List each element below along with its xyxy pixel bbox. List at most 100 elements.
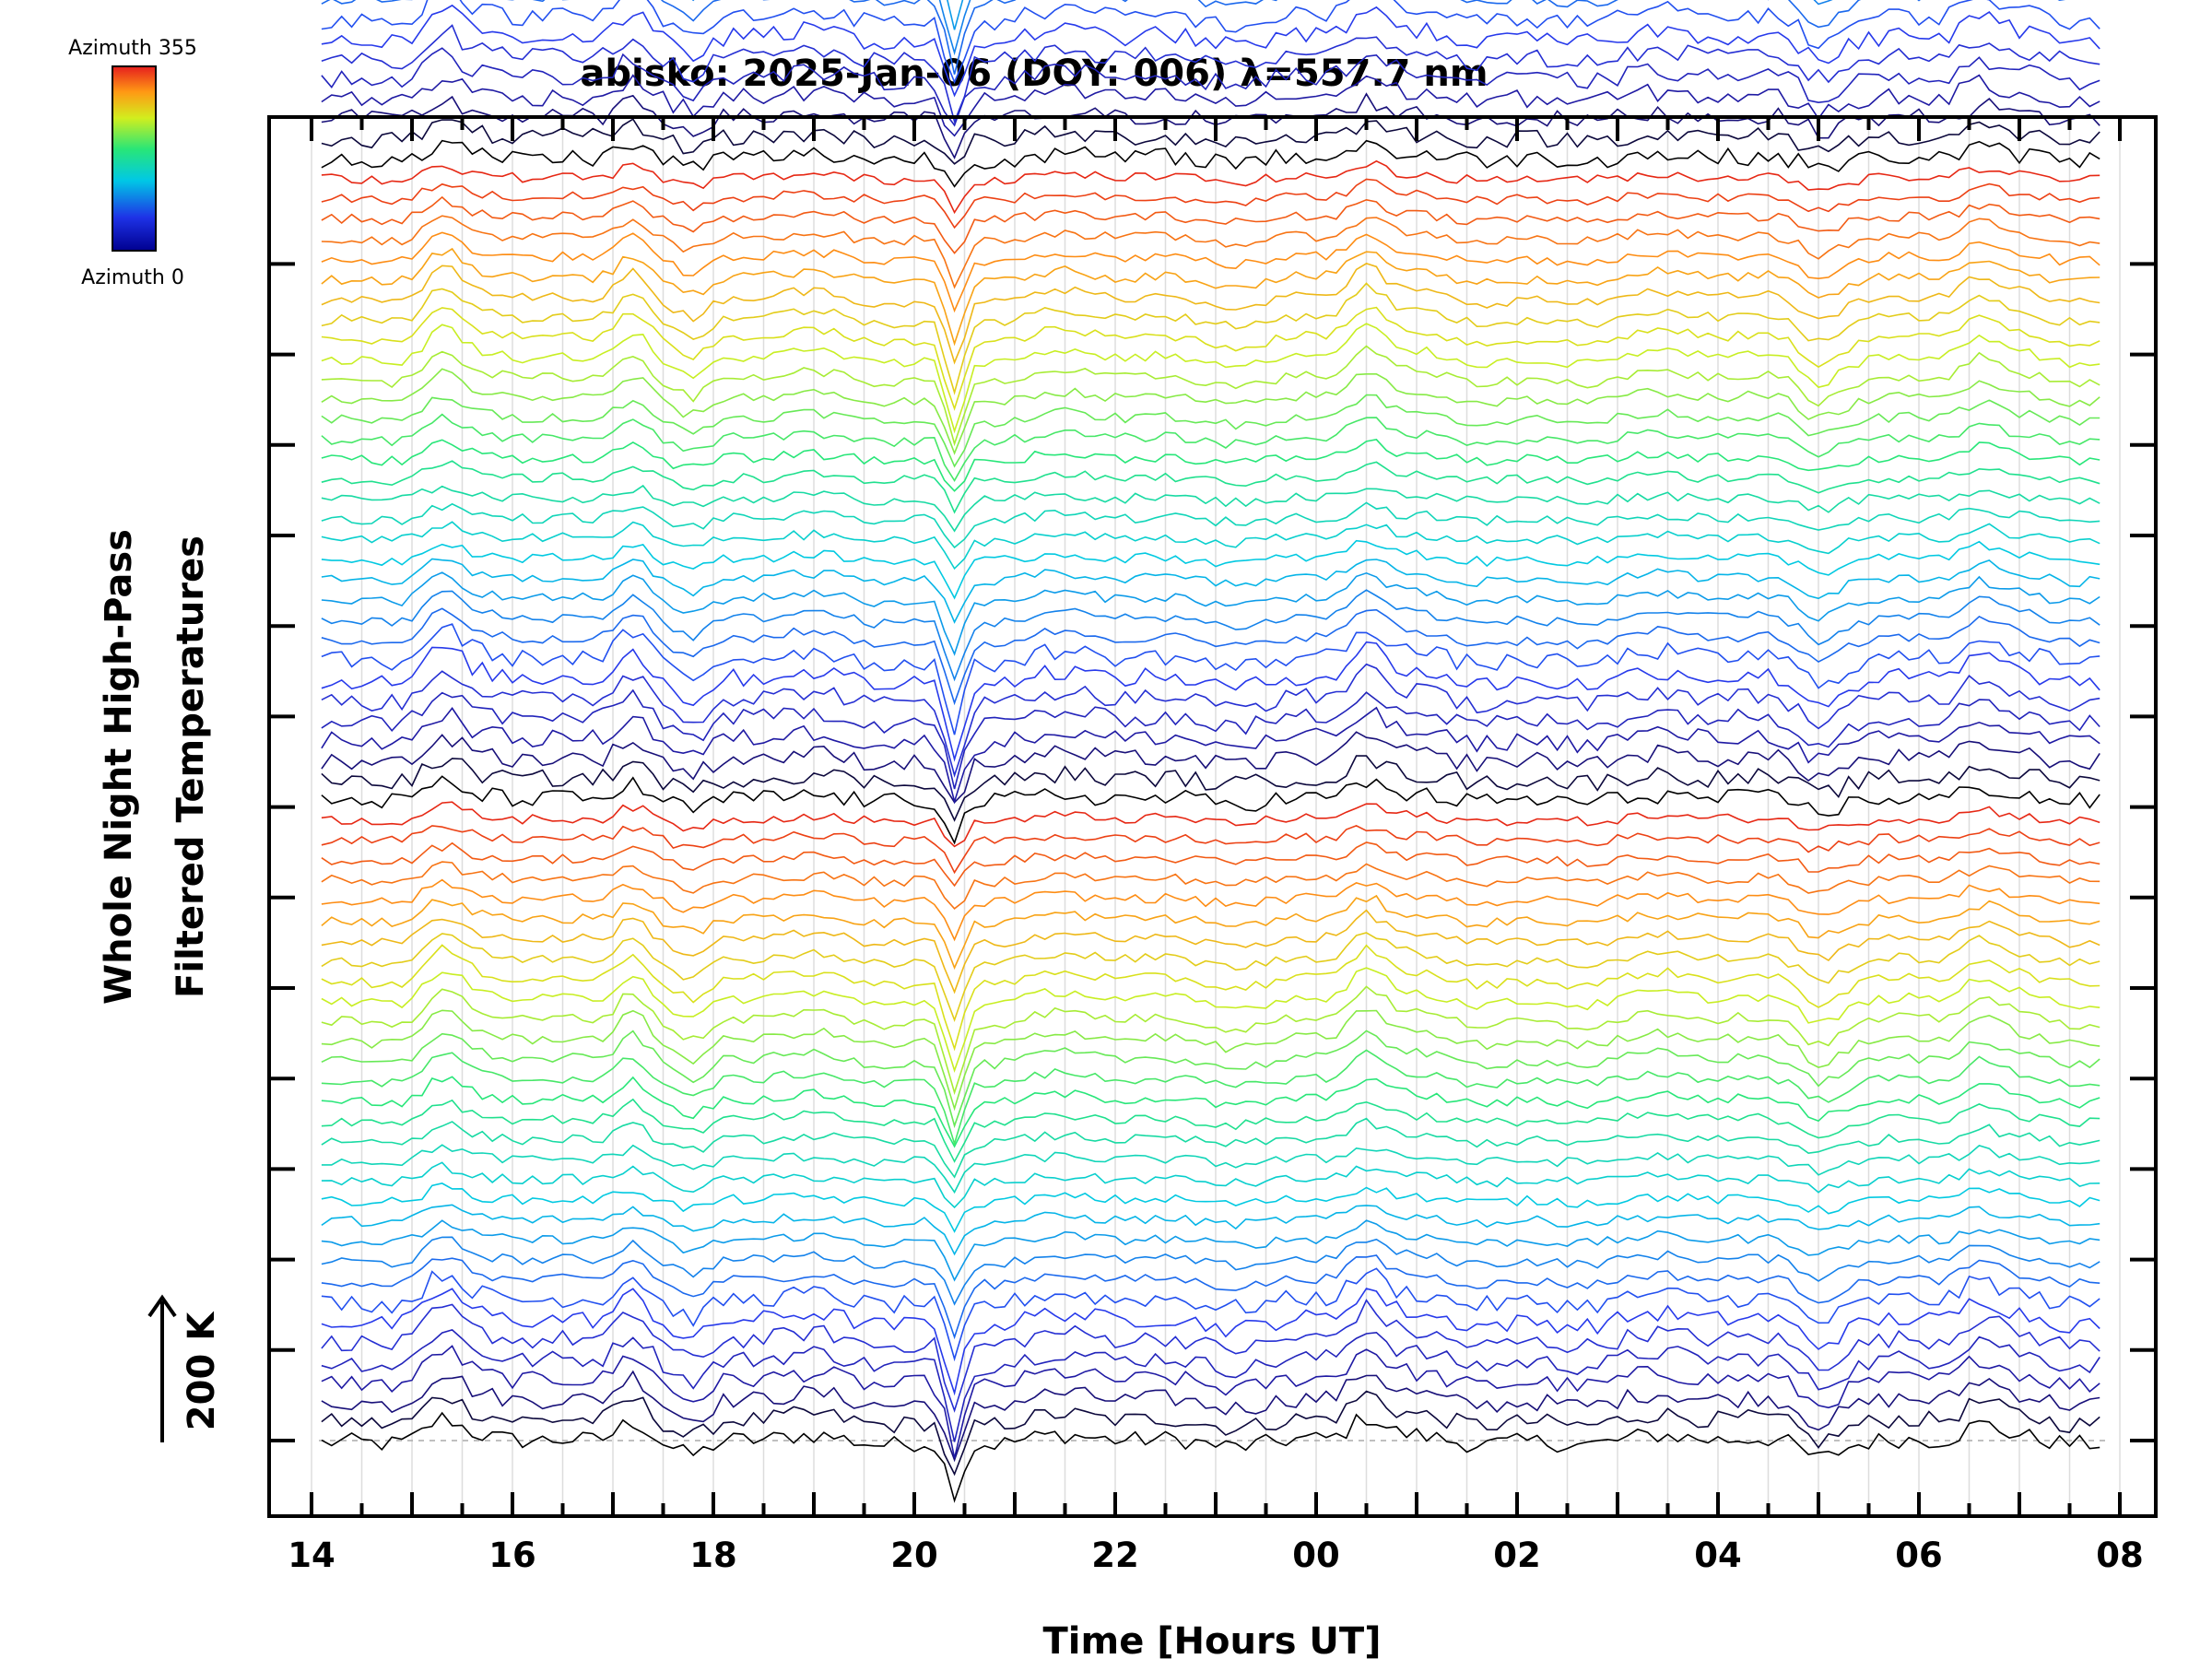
series-line — [321, 755, 2100, 822]
series-line — [321, 558, 2100, 624]
series-line — [321, 1161, 2100, 1209]
series-line — [321, 263, 2100, 365]
x-tick-label: 06 — [1895, 1535, 1943, 1575]
series-line — [321, 178, 2100, 229]
series-line — [321, 323, 2100, 434]
series-line — [321, 247, 2100, 347]
series-line — [321, 1411, 2100, 1503]
series-line — [321, 1076, 2100, 1148]
series-line — [321, 607, 2100, 706]
x-tick-labels: 14 16 18 20 22 00 02 04 06 08 — [288, 1535, 2144, 1575]
series-line — [321, 894, 2100, 971]
series-line — [321, 1267, 2100, 1362]
series-line — [321, 841, 2100, 888]
series-line — [321, 74, 2100, 137]
colorbar-top-label: Azimuth 355 — [68, 37, 197, 60]
scale-bar-arrow-head — [147, 1294, 177, 1318]
series-line — [321, 1098, 2100, 1163]
series-line — [321, 878, 2100, 942]
series-line — [321, 1254, 2100, 1340]
series-line — [321, 623, 2100, 735]
x-tick-label: 00 — [1292, 1535, 1340, 1575]
series-line — [321, 1144, 2100, 1194]
series-line — [321, 24, 2100, 124]
series-line — [321, 501, 2100, 549]
series-line — [321, 944, 2100, 1052]
series-line — [321, 282, 2100, 395]
series-line — [321, 1049, 2100, 1147]
series-line — [321, 985, 2100, 1096]
x-tick-label: 18 — [689, 1535, 737, 1575]
series-line — [321, 539, 2100, 600]
series-line — [321, 1299, 2100, 1413]
series-line — [321, 1390, 2100, 1477]
series-line — [321, 460, 2100, 514]
series-line — [321, 861, 2100, 910]
series-line — [321, 571, 2100, 656]
series-line — [321, 439, 2100, 492]
series-line — [321, 159, 2100, 215]
series-line — [321, 706, 2100, 805]
series-line — [321, 118, 2100, 165]
series-line — [321, 215, 2100, 289]
series-line — [321, 1117, 2100, 1179]
colorbar-gradient — [112, 65, 157, 252]
series-line — [321, 4, 2100, 98]
series-line — [321, 195, 2100, 254]
series-line — [321, 139, 2100, 188]
series-line — [321, 1009, 2100, 1112]
x-tick-label: 02 — [1493, 1535, 1541, 1575]
series-line — [321, 967, 2100, 1073]
chart-title: abisko: 2025-Jan-06 (DOY: 006) λ=557.7 n… — [580, 53, 1488, 95]
colorbar: Azimuth 355 Azimuth 0 — [68, 37, 197, 289]
x-tick-label: 16 — [488, 1535, 536, 1575]
series-line — [321, 641, 2100, 762]
series-line — [321, 484, 2100, 533]
x-tick-label: 08 — [2096, 1535, 2144, 1575]
series-line — [321, 394, 2100, 468]
x-tick-label: 22 — [1091, 1535, 1139, 1575]
series-line — [321, 663, 2100, 778]
series-line — [321, 801, 2100, 848]
series-line — [321, 47, 2100, 127]
series-line — [321, 1182, 2100, 1233]
series-line — [321, 345, 2100, 447]
series-line — [321, 231, 2100, 313]
series-line — [321, 1345, 2100, 1459]
series-line — [321, 688, 2100, 790]
series-line — [321, 909, 2100, 994]
plot-frame — [267, 115, 2158, 1518]
y-axis-label-line1: Whole Night High-Pass — [98, 529, 140, 1005]
series-line — [321, 0, 2100, 85]
x-axis-label: Time [Hours UT] — [1043, 1620, 1382, 1659]
x-tick-label: 20 — [890, 1535, 938, 1575]
y-axis-label: Whole Night High-Pass Filtered Temperatu… — [98, 529, 212, 1005]
x-tick-label: 14 — [288, 1535, 335, 1575]
series-line — [321, 306, 2100, 411]
series-line — [321, 413, 2100, 482]
series-line — [321, 1329, 2100, 1442]
series-line — [321, 92, 2100, 159]
series-line — [321, 0, 2080, 75]
series-line — [321, 589, 2100, 682]
colorbar-bottom-label: Azimuth 0 — [81, 266, 184, 289]
series-lines — [321, 0, 2100, 1503]
series-line — [691, 0, 1833, 56]
scale-bar-label: 200 K — [181, 1311, 223, 1430]
series-line — [321, 932, 2100, 1023]
series-line — [321, 1219, 2100, 1282]
series-line — [321, 775, 2100, 845]
series-line — [321, 1236, 2100, 1306]
series-line — [321, 731, 2100, 804]
series-line — [321, 825, 2100, 875]
series-line — [321, 1288, 2100, 1396]
series-line — [321, 368, 2100, 455]
series-line — [321, 1204, 2100, 1256]
scale-bar: 200 K — [147, 1294, 223, 1442]
series-line — [321, 1370, 2100, 1463]
y-axis-label-line2: Filtered Temperatures — [170, 535, 212, 998]
series-line — [321, 1030, 2100, 1129]
x-tick-label: 04 — [1694, 1535, 1742, 1575]
series-line — [321, 521, 2100, 571]
